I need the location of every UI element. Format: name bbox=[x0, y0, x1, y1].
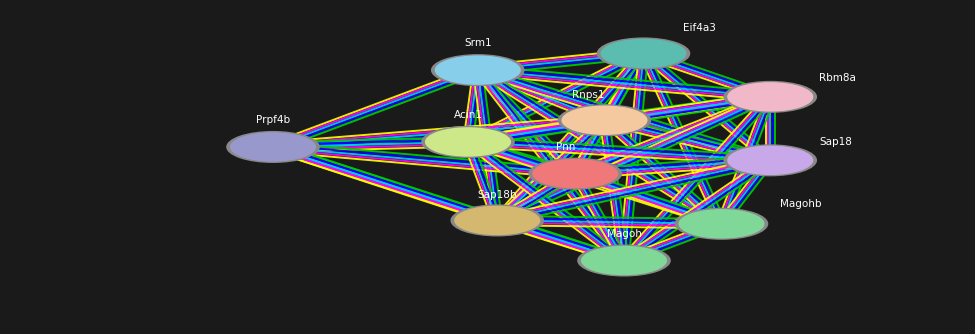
Circle shape bbox=[421, 126, 515, 158]
Circle shape bbox=[723, 81, 817, 113]
Circle shape bbox=[528, 158, 622, 190]
Circle shape bbox=[558, 104, 651, 136]
Text: Magoh: Magoh bbox=[606, 229, 642, 239]
Circle shape bbox=[431, 54, 525, 86]
Circle shape bbox=[597, 37, 690, 69]
Circle shape bbox=[450, 204, 544, 236]
Circle shape bbox=[425, 127, 511, 157]
Circle shape bbox=[727, 82, 813, 112]
Text: Pnn: Pnn bbox=[556, 142, 575, 152]
Circle shape bbox=[435, 55, 521, 85]
Text: Sap18: Sap18 bbox=[819, 137, 852, 147]
Circle shape bbox=[454, 206, 540, 235]
Text: Sap18b: Sap18b bbox=[478, 190, 517, 200]
Circle shape bbox=[577, 244, 671, 277]
Text: Acin1: Acin1 bbox=[453, 110, 483, 120]
Text: Prpf4b: Prpf4b bbox=[255, 115, 291, 125]
Circle shape bbox=[675, 208, 768, 240]
Text: Magohb: Magohb bbox=[780, 199, 822, 209]
Circle shape bbox=[727, 146, 813, 175]
Circle shape bbox=[230, 132, 316, 162]
Circle shape bbox=[562, 106, 647, 135]
Text: Srm1: Srm1 bbox=[464, 38, 491, 48]
Circle shape bbox=[679, 209, 764, 238]
Text: Rbm8a: Rbm8a bbox=[819, 73, 856, 84]
Text: Rnps1: Rnps1 bbox=[572, 90, 604, 100]
Text: Eif4a3: Eif4a3 bbox=[682, 23, 716, 33]
Circle shape bbox=[723, 144, 817, 176]
Circle shape bbox=[532, 159, 618, 188]
Circle shape bbox=[581, 246, 667, 275]
Circle shape bbox=[226, 131, 320, 163]
Circle shape bbox=[601, 39, 686, 68]
